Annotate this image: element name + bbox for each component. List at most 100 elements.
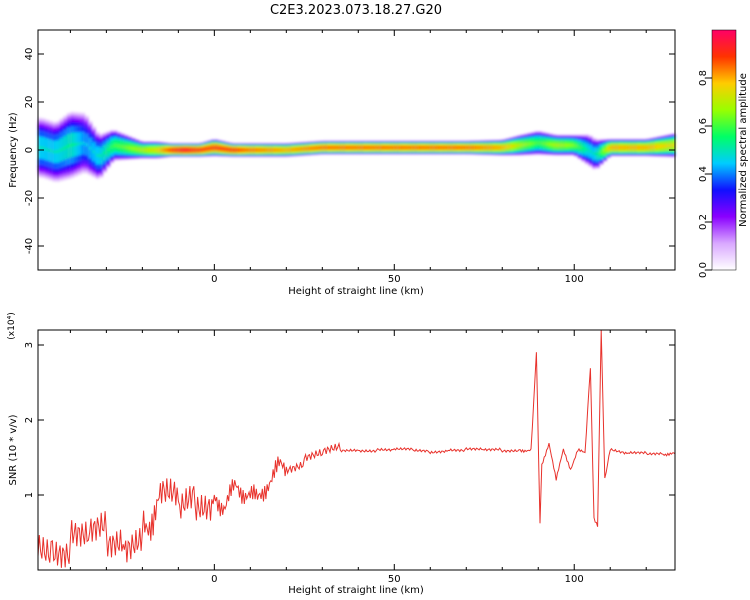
spectrogram-cell xyxy=(487,146,492,150)
spectrogram-cell xyxy=(549,143,554,146)
spectrogram-cell xyxy=(394,146,399,150)
spectrogram-cell xyxy=(660,144,665,148)
spectrogram-cell xyxy=(628,146,633,150)
spectrogram-cell xyxy=(59,148,64,152)
spectrogram-cell xyxy=(297,147,302,151)
spectrogram-cell xyxy=(631,146,636,150)
spectrogram-cell xyxy=(318,146,323,150)
spectrogram-cell xyxy=(397,146,402,150)
spectrogram-cell xyxy=(343,146,348,150)
spectrogram-cell xyxy=(264,148,269,152)
spectrogram-cell xyxy=(433,146,438,150)
spectrogram-cell xyxy=(505,145,510,149)
spectrogram-cell xyxy=(160,148,165,152)
spectrogram-cell xyxy=(73,142,78,146)
spectrogram-cell xyxy=(81,141,86,145)
spectrogram-cell xyxy=(304,147,309,151)
spectrogram-cell xyxy=(239,148,244,152)
colorbar: 0.0 0.2 0.4 0.6 0.8 Normalized spectral ampl… xyxy=(698,29,749,278)
spectrogram-cell xyxy=(484,146,489,150)
spectrogram-cell xyxy=(581,146,586,150)
spectrogram-cell xyxy=(336,146,341,150)
spectrogram-cell xyxy=(365,146,370,150)
spectrogram-cell xyxy=(455,146,460,150)
spectrogram-cell xyxy=(552,143,557,147)
spectrogram-cell xyxy=(289,148,294,152)
spectrogram-cell xyxy=(91,150,96,154)
y-tick-label: -40 xyxy=(24,238,35,254)
spectrogram-cell xyxy=(171,148,176,152)
spectrogram-cell xyxy=(271,148,276,152)
spectrogram-cell xyxy=(63,146,68,150)
spectrogram-cell xyxy=(639,146,644,150)
spectrogram-cell xyxy=(556,143,561,147)
spectrogram-cell xyxy=(520,143,525,147)
spectrogram-cell xyxy=(563,143,568,147)
colorbar-tick-label: 0.8 xyxy=(698,70,709,86)
spectrogram-panel: 0 50 100 -40 -20 0 20 40 Height of straight lin… xyxy=(8,29,676,297)
spectrogram-cell xyxy=(99,154,104,158)
spectrogram-cell xyxy=(469,146,474,150)
colorbar-tick-label: 0.6 xyxy=(698,118,709,134)
spectrogram-cell xyxy=(459,146,464,150)
spectrogram-cell xyxy=(451,146,456,150)
spectrogram-cell xyxy=(358,146,363,150)
spectrogram-cell xyxy=(156,148,161,152)
spectrogram-cell xyxy=(372,146,377,150)
spectrogram-cell xyxy=(109,145,114,149)
snr-xlabel: Height of straight line (km) xyxy=(288,585,424,596)
snr-axes: 0 50 100 1 2 3 xyxy=(24,330,675,585)
spectrogram-cell xyxy=(163,148,168,152)
spectrogram-cell xyxy=(595,152,600,156)
spectrogram-cell xyxy=(592,152,597,156)
spectrogram-cell xyxy=(41,146,46,150)
spectrogram-cell xyxy=(84,143,89,147)
spectrogram-cell xyxy=(196,148,201,152)
spectrogram-cell xyxy=(347,146,352,150)
spectrogram-cell xyxy=(192,148,197,152)
spectrogram-cell xyxy=(376,146,381,150)
spectrogram-cell xyxy=(261,148,266,152)
snr-line xyxy=(37,329,676,568)
spectrogram-cell xyxy=(124,145,129,149)
spectrogram-cell xyxy=(325,146,330,150)
spectrogram-cell xyxy=(286,148,291,152)
spectrogram-cell xyxy=(38,146,42,150)
spectrogram-cell xyxy=(574,144,579,148)
spectrogram-cell xyxy=(77,142,82,146)
spectrogram-cell xyxy=(189,148,194,152)
spectrogram-cell xyxy=(419,146,424,150)
spectrogram-axes: 0 50 100 -40 -20 0 20 40 xyxy=(24,30,675,285)
spectrogram-cell xyxy=(210,146,215,150)
spectrogram-cell xyxy=(531,142,536,145)
spectrogram-cell xyxy=(527,142,532,146)
spectrogram-cell xyxy=(523,143,528,146)
spectrogram-cell xyxy=(606,147,611,150)
spectrogram-cell xyxy=(624,146,629,150)
spectrogram-cell xyxy=(275,148,280,152)
spectrogram-cell xyxy=(642,146,647,150)
spectrogram-cell xyxy=(412,146,417,150)
spectrogram-cell xyxy=(430,146,435,150)
spectrogram-cell xyxy=(610,146,615,150)
spectrogram-cell xyxy=(415,146,420,150)
spectrogram-cell xyxy=(405,146,410,150)
spectrogram-cell xyxy=(383,146,388,150)
spectrogram-cell xyxy=(477,146,482,150)
spectrogram-cell xyxy=(577,145,582,149)
spectrogram-cell xyxy=(462,146,467,150)
spectrogram-cell xyxy=(127,146,132,150)
spectrogram-cell xyxy=(613,146,618,150)
spectrogram-cell xyxy=(214,146,219,150)
spectrogram-cell xyxy=(246,148,251,152)
spectrogram-cell xyxy=(437,146,442,150)
spectrogram-xlabel: Height of straight line (km) xyxy=(288,286,424,297)
spectrogram-cell xyxy=(228,148,233,152)
snr-panel: 0 50 100 1 2 3 Height of straight line (km) S… xyxy=(7,312,676,596)
spectrogram-cell xyxy=(178,148,183,152)
spectrogram-cell xyxy=(120,145,125,149)
x-tick-label: 100 xyxy=(565,274,584,285)
y-tick-label: 20 xyxy=(24,96,35,109)
y-tick-label: 0 xyxy=(24,147,35,153)
